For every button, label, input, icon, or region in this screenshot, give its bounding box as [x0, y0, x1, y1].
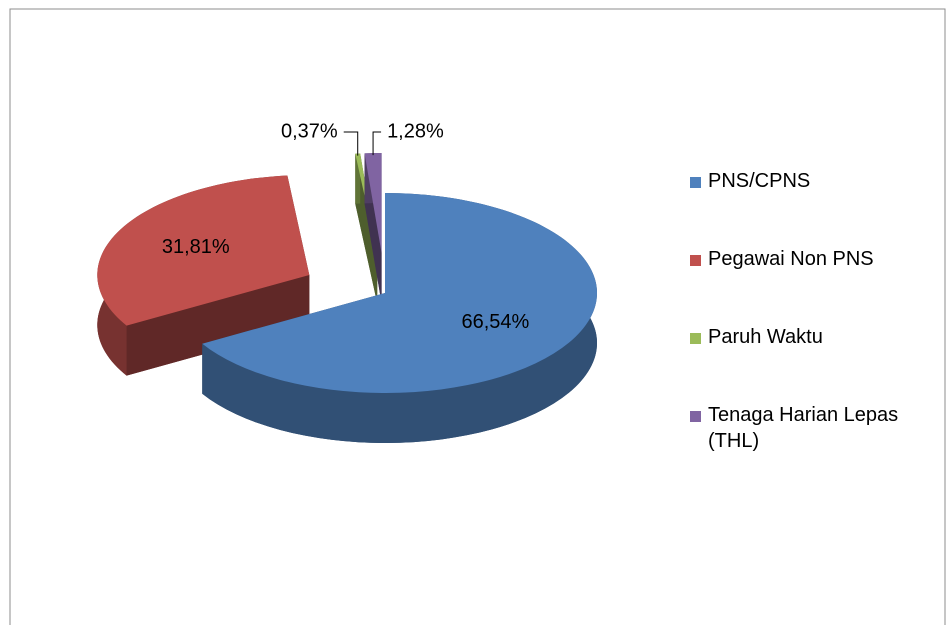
slice [97, 175, 310, 326]
legend-entry: PNS/CPNS [690, 168, 930, 194]
legend-swatch [690, 333, 701, 344]
data-label: 31,81% [162, 236, 230, 258]
legend-entry: Paruh Waktu [690, 324, 930, 350]
chart-frame [9, 8, 946, 625]
leader-line [343, 131, 359, 156]
slice [202, 193, 597, 394]
legend-label: Tenaga Harian Lepas (THL) [708, 404, 899, 452]
slice-wall [126, 274, 310, 376]
legend-label: PNS/CPNS [708, 170, 811, 192]
legend-swatch [690, 177, 701, 188]
data-label: 66,54% [461, 311, 529, 333]
legend-swatch [690, 255, 701, 266]
legend-label: Pegawai Non PNS [708, 248, 874, 270]
legend-swatch [690, 411, 701, 422]
legend: PNS/CPNS Pegawai Non PNS Paruh Waktu Tenaga… [690, 168, 930, 506]
data-label: 1,28% [387, 120, 444, 142]
slice [364, 153, 382, 254]
legend-entry: Pegawai Non PNS [690, 246, 930, 272]
data-label: 0,37% [281, 120, 338, 142]
legend-entry: Tenaga Harian Lepas (THL) [690, 402, 930, 454]
legend-label: Paruh Waktu [708, 326, 823, 348]
leader-line [372, 131, 382, 156]
